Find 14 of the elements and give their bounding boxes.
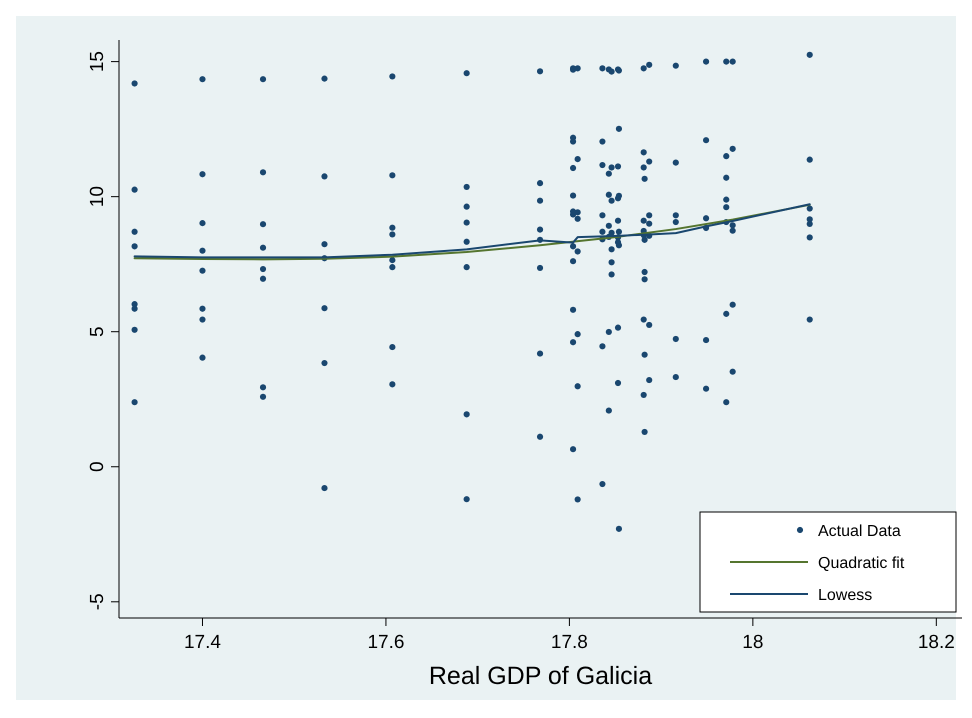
- x-tick-label: 17.8: [550, 632, 588, 653]
- x-tick-label: 18: [742, 632, 764, 653]
- legend-label: Actual Data: [818, 523, 901, 540]
- x-tick-label: 17.4: [184, 632, 222, 653]
- y-tick-label: -5: [87, 593, 108, 610]
- y-tick-label: 0: [87, 461, 108, 472]
- y-tick-label: 10: [87, 186, 108, 208]
- y-tick-label: 5: [87, 326, 108, 337]
- x-tick-label: 17.6: [367, 632, 404, 653]
- legend-label: Quadratic fit: [818, 555, 905, 572]
- legend-label: Lowess: [818, 587, 872, 604]
- x-axis-title: Real GDP of Galicia: [428, 662, 652, 690]
- y-tick-label: 15: [87, 51, 108, 72]
- x-tick-label: 18.2: [918, 632, 955, 653]
